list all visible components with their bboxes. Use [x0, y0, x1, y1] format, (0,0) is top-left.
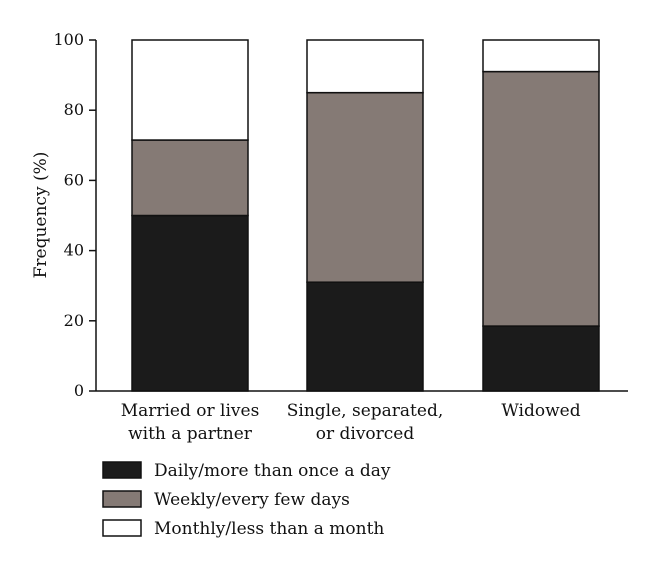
y-tick-label-2: 40: [64, 241, 84, 260]
legend-label-1: Weekly/every few days: [154, 490, 350, 510]
y-ticks-group: 0 20 40 60 80 100: [53, 30, 96, 400]
y-tick-label-4: 80: [64, 100, 84, 119]
category-label-1-1: or divorced: [316, 424, 415, 444]
legend: Daily/more than once a day Weekly/every f…: [102, 461, 391, 539]
bar-segment-2-0: [482, 325, 600, 392]
legend-swatch-2: [102, 519, 142, 537]
y-tick-label-3: 60: [64, 170, 84, 189]
bars-group: [131, 39, 600, 392]
category-label-2-0: Widowed: [501, 401, 580, 421]
bar-segment-1-2: [306, 39, 424, 94]
bar-segment-1-0: [306, 281, 424, 392]
legend-label-0: Daily/more than once a day: [154, 461, 391, 481]
bar-segment-2-1: [482, 70, 600, 327]
category-label-0-1: with a partner: [128, 424, 253, 444]
category-label-0-0: Married or lives: [121, 401, 260, 421]
axes-group: [95, 40, 628, 392]
category-labels-group: Married or lives with a partner Single, se…: [121, 401, 581, 444]
legend-label-2: Monthly/less than a month: [154, 519, 384, 539]
bar-segment-0-1: [131, 139, 249, 217]
bar-segment-2-2: [482, 39, 600, 73]
legend-swatch-0: [102, 461, 142, 479]
y-axis-title: Frequency (%): [31, 152, 51, 279]
category-label-1-0: Single, separated,: [287, 401, 443, 421]
y-tick-label-5: 100: [53, 30, 84, 49]
legend-swatch-1: [102, 490, 142, 508]
bar-segment-1-1: [306, 91, 424, 283]
y-tick-label-0: 0: [74, 381, 84, 400]
bar-segment-0-0: [131, 214, 249, 392]
y-tick-label-1: 20: [64, 311, 84, 330]
bar-segment-0-2: [131, 39, 249, 141]
